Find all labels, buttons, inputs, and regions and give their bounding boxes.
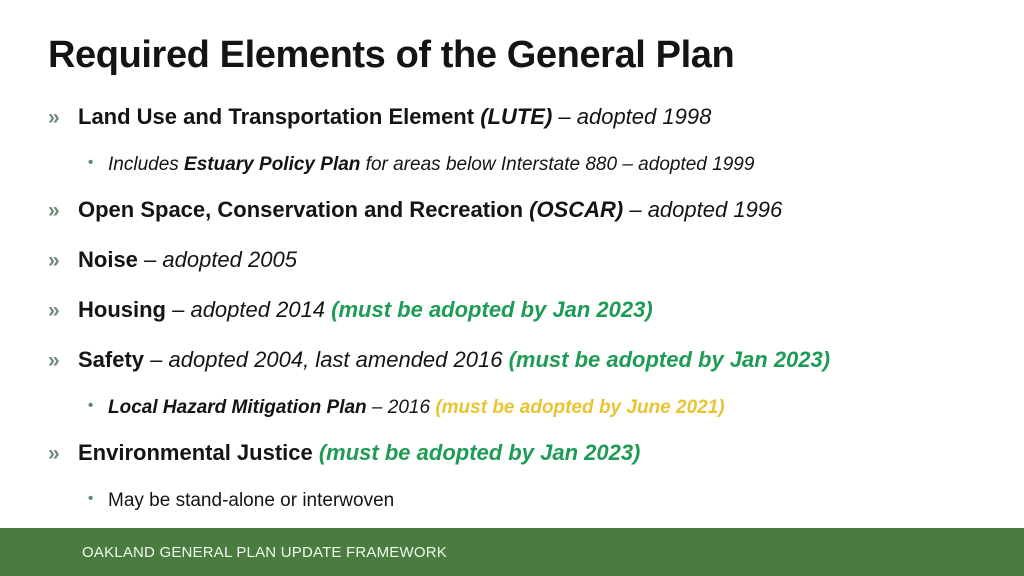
bullet-row: » Land Use and Transportation Element (LU… xyxy=(48,104,988,154)
double-chevron-icon: » xyxy=(48,199,60,222)
bullet-row: » Safety – adopted 2004, last amended 201… xyxy=(48,347,988,397)
text-run: Estuary Policy Plan xyxy=(184,154,361,175)
text-run: (must be adopted by Jan 2023) xyxy=(331,297,653,322)
text-run: Local Hazard Mitigation Plan xyxy=(108,397,367,418)
bullet-row: » Noise – adopted 2005 xyxy=(48,247,988,297)
text-run: Land Use and Transportation Element xyxy=(78,104,481,129)
text-run: – adopted 2014 xyxy=(166,297,332,322)
bullet-text: Includes Estuary Policy Plan for areas b… xyxy=(108,154,988,176)
text-run: (must be adopted by Jan 2023) xyxy=(508,347,831,372)
bullet-text: Open Space, Conservation and Recreation … xyxy=(78,197,988,223)
bullet-text: May be stand-alone or interwoven xyxy=(108,490,988,512)
text-run: (OSCAR) xyxy=(529,197,624,222)
double-chevron-icon: » xyxy=(48,442,60,465)
bullet-text: Housing – adopted 2014 (must be adopted … xyxy=(78,297,988,323)
text-run: – 2016 xyxy=(366,397,436,418)
text-run: Open Space, Conservation and Recreation xyxy=(78,197,530,222)
text-run: – adopted 1998 xyxy=(552,104,712,129)
text-run: (must be adopted by June 2021) xyxy=(435,397,725,418)
text-run: (must be adopted by Jan 2023) xyxy=(318,440,641,465)
bullet-row: • Includes Estuary Policy Plan for areas … xyxy=(48,154,988,197)
footer-bar: OAKLAND GENERAL PLAN UPDATE FRAMEWORK xyxy=(0,528,1024,576)
double-chevron-icon: » xyxy=(48,106,60,129)
bullet-row: » Open Space, Conservation and Recreation… xyxy=(48,197,988,247)
text-run: Noise xyxy=(78,247,138,272)
page-title: Required Elements of the General Plan xyxy=(48,34,735,76)
footer-label: OAKLAND GENERAL PLAN UPDATE FRAMEWORK xyxy=(82,543,447,561)
text-run: – adopted 2004, last amended 2016 xyxy=(144,347,509,372)
dot-bullet-icon: • xyxy=(88,154,94,171)
bullet-text: Environmental Justice (must be adopted b… xyxy=(78,440,988,466)
text-run: Safety xyxy=(78,347,145,372)
bullet-text: Local Hazard Mitigation Plan – 2016 (mus… xyxy=(108,397,988,419)
text-run: – adopted 1996 xyxy=(623,197,783,222)
text-run: (LUTE) xyxy=(480,104,553,129)
required-elements-list: » Land Use and Transportation Element (LU… xyxy=(48,104,988,533)
text-run: Includes xyxy=(108,154,185,175)
bullet-text: Safety – adopted 2004, last amended 2016… xyxy=(78,347,988,373)
double-chevron-icon: » xyxy=(48,249,60,272)
dot-bullet-icon: • xyxy=(88,397,94,414)
bullet-text: Noise – adopted 2005 xyxy=(78,247,988,273)
double-chevron-icon: » xyxy=(48,349,60,372)
bullet-row: • May be stand-alone or interwoven xyxy=(48,490,988,533)
text-run: May be stand-alone or interwoven xyxy=(108,490,395,511)
bullet-row: • Local Hazard Mitigation Plan – 2016 (mu… xyxy=(48,397,988,440)
text-run: Environmental Justice xyxy=(78,440,319,465)
dot-bullet-icon: • xyxy=(88,490,94,507)
bullet-row: » Housing – adopted 2014 (must be adopted… xyxy=(48,297,988,347)
double-chevron-icon: » xyxy=(48,299,60,322)
text-run: for areas below Interstate 880 – adopted… xyxy=(360,154,755,175)
bullet-row: » Environmental Justice (must be adopted … xyxy=(48,440,988,490)
text-run: Housing xyxy=(78,297,166,322)
text-run: – adopted 2005 xyxy=(137,247,297,272)
bullet-text: Land Use and Transportation Element (LUT… xyxy=(78,104,988,130)
